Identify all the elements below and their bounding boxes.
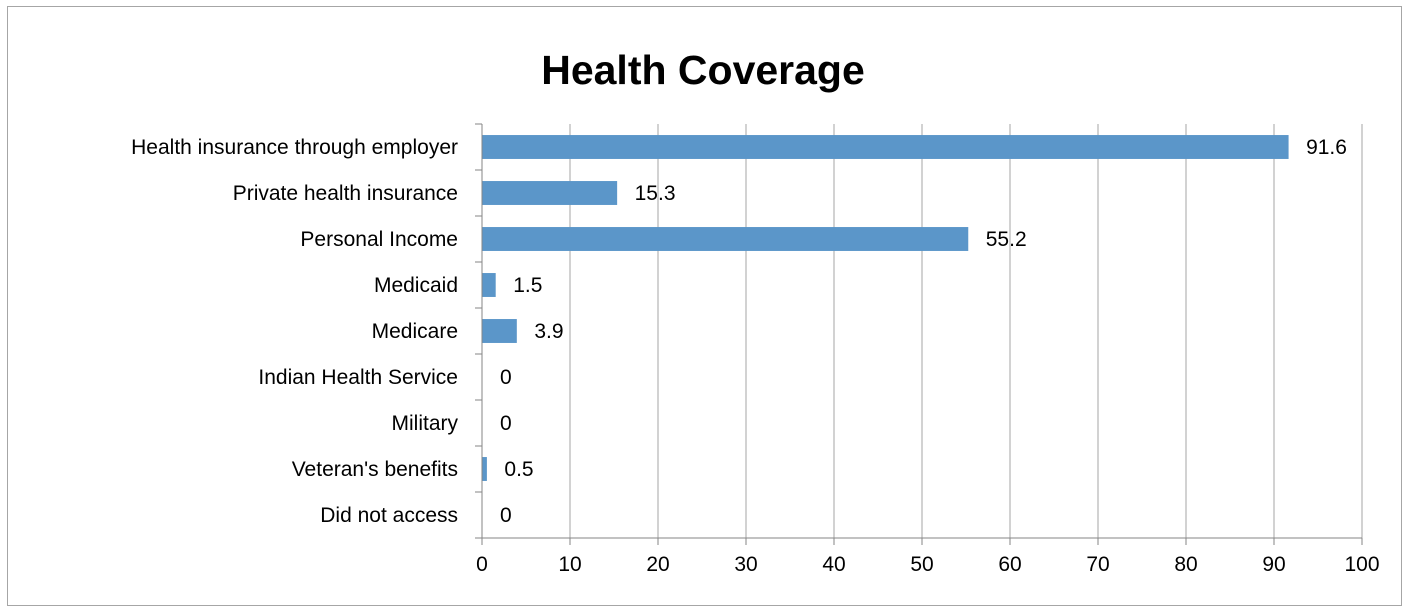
data-label: 0 [500, 366, 512, 389]
data-label: 0 [500, 504, 512, 527]
bar [482, 457, 487, 481]
data-label: 0.5 [504, 458, 533, 481]
labels: 0 10 20 30 40 50 60 70 80 90 100 Health insurance t… [131, 136, 1379, 576]
data-label: 55.2 [986, 228, 1027, 251]
x-tick-label: 40 [822, 553, 845, 576]
bar [482, 273, 496, 297]
bar [482, 135, 1289, 159]
x-tick-label: 10 [558, 553, 581, 576]
x-tick-label: 80 [1174, 553, 1197, 576]
bar [482, 227, 969, 251]
chart-title: Health Coverage [541, 47, 865, 93]
axes [475, 123, 1363, 545]
category-label: Personal Income [300, 228, 458, 251]
x-tick-label: 30 [734, 553, 757, 576]
x-tick-label: 100 [1344, 553, 1379, 576]
category-label: Did not access [320, 504, 458, 527]
x-tick-label: 70 [1086, 553, 1109, 576]
data-label: 15.3 [635, 182, 676, 205]
x-tick-label: 90 [1262, 553, 1285, 576]
data-label: 3.9 [534, 320, 563, 343]
bar [482, 319, 517, 343]
category-label: Health insurance through employer [131, 136, 458, 159]
category-label: Indian Health Service [258, 366, 458, 389]
data-label: 1.5 [513, 274, 542, 297]
x-tick-label: 60 [998, 553, 1021, 576]
chart-frame [7, 6, 1402, 606]
category-label: Medicaid [374, 274, 458, 297]
category-label: Medicare [372, 320, 458, 343]
x-tick-label: 20 [646, 553, 669, 576]
x-tick-label: 50 [910, 553, 933, 576]
gridlines [569, 124, 1363, 538]
x-tick-label: 0 [476, 553, 488, 576]
category-label: Veteran's benefits [292, 458, 458, 481]
category-label: Private health insurance [233, 182, 458, 205]
data-label: 91.6 [1306, 136, 1347, 159]
bar [482, 181, 618, 205]
bars [482, 135, 1289, 481]
category-label: Military [392, 412, 459, 435]
data-label: 0 [500, 412, 512, 435]
